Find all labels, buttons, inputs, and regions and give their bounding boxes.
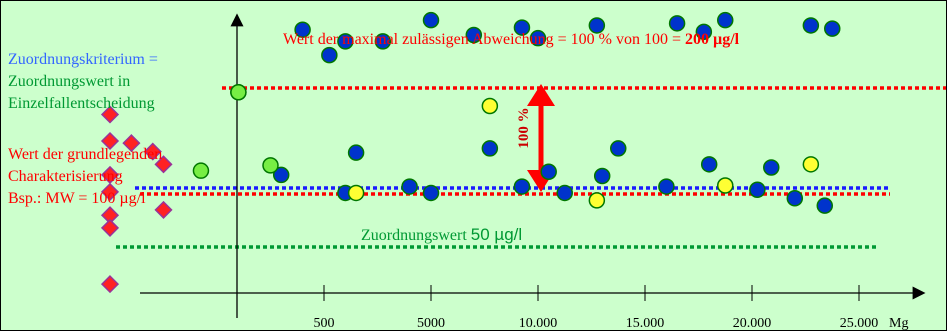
- max-deviation-label: Wert der maximal zulässigen Abweichung =…: [283, 29, 739, 51]
- circle-point: [192, 162, 210, 179]
- criterion-label: Zuordnungskriterium = Zuordnungswert in …: [8, 49, 158, 115]
- x-tick-label: 500: [314, 316, 335, 331]
- diamond-point: [143, 142, 162, 161]
- zuordnungswert-label: Zuordnungswert 50 µg/l: [361, 224, 522, 247]
- circle-point: [337, 33, 354, 50]
- circle-point: [786, 189, 804, 207]
- circle-point: [294, 21, 311, 38]
- circle-point: [513, 178, 531, 195]
- diamond-point: [100, 131, 120, 151]
- circle-point: [540, 163, 557, 180]
- circle-point: [802, 17, 820, 34]
- x-tick-label: 20.000: [733, 316, 772, 331]
- circle-point: [513, 19, 531, 36]
- circle-point: [695, 23, 713, 41]
- deviation-label: 100 %: [516, 107, 532, 148]
- circle-point: [272, 166, 290, 184]
- circle-point: [481, 97, 499, 115]
- circle-point: [230, 83, 247, 101]
- circle-point: [763, 159, 780, 176]
- baseline-line-3: Bsp.: MW = 100 µg/l: [8, 190, 146, 207]
- baseline-label: Wert der grundlegenden Charakterisierung…: [8, 144, 162, 210]
- circle-point: [588, 192, 606, 209]
- max-deviation-text: Wert der maximal zulässigen Abweichung =…: [283, 31, 686, 48]
- circle-point: [717, 11, 734, 29]
- circle-point: [465, 26, 483, 44]
- circle-point: [824, 20, 841, 37]
- diamond-point: [100, 218, 120, 237]
- circle-point: [658, 178, 675, 195]
- circle-point: [529, 29, 547, 47]
- circle-point: [717, 177, 734, 194]
- circle-point: [262, 157, 279, 174]
- x-tick-label: 25.000: [840, 316, 879, 331]
- circle-point: [422, 11, 440, 29]
- circle-point: [347, 144, 365, 161]
- circle-point: [610, 140, 627, 157]
- criterion-line-2: Zuordnungswert in: [8, 73, 131, 90]
- x-tick-label: 5000: [417, 316, 445, 331]
- circle-point: [802, 156, 820, 173]
- circle-point: [816, 197, 834, 214]
- x-tick-label: 15.000: [626, 316, 665, 331]
- circle-point: [700, 156, 718, 173]
- criterion-line-3: Einzelfallentscheidung: [8, 95, 155, 112]
- circle-point: [374, 33, 392, 50]
- circle-point: [422, 184, 440, 202]
- zuordnungswert-text: Zuordnungswert: [361, 227, 471, 244]
- max-deviation-value: 200 µg/l: [685, 31, 740, 48]
- diamond-point: [154, 200, 173, 219]
- zuordnungswert-value: 50 µg/l: [470, 225, 523, 244]
- diamond-point: [100, 275, 120, 294]
- criterion-line-1: Zuordnungskriterium =: [8, 51, 158, 68]
- diamond-point: [154, 155, 173, 174]
- circle-point: [401, 178, 418, 195]
- x-unit-label: Mg: [889, 316, 908, 331]
- baseline-line-2: Charakterisierung: [8, 168, 123, 185]
- diamond-point: [100, 105, 120, 124]
- circle-point: [668, 15, 686, 32]
- circle-point: [593, 167, 611, 185]
- circle-point: [556, 184, 573, 202]
- x-tick-label: 10.000: [519, 316, 558, 331]
- diamond-point: [122, 134, 141, 153]
- circle-point: [481, 140, 499, 157]
- circle-point: [321, 46, 338, 64]
- circle-point: [347, 184, 365, 202]
- circle-point: [588, 17, 606, 34]
- baseline-line-1: Wert der grundlegenden: [8, 146, 163, 163]
- diamond-point: [100, 182, 120, 201]
- circle-point: [749, 181, 766, 199]
